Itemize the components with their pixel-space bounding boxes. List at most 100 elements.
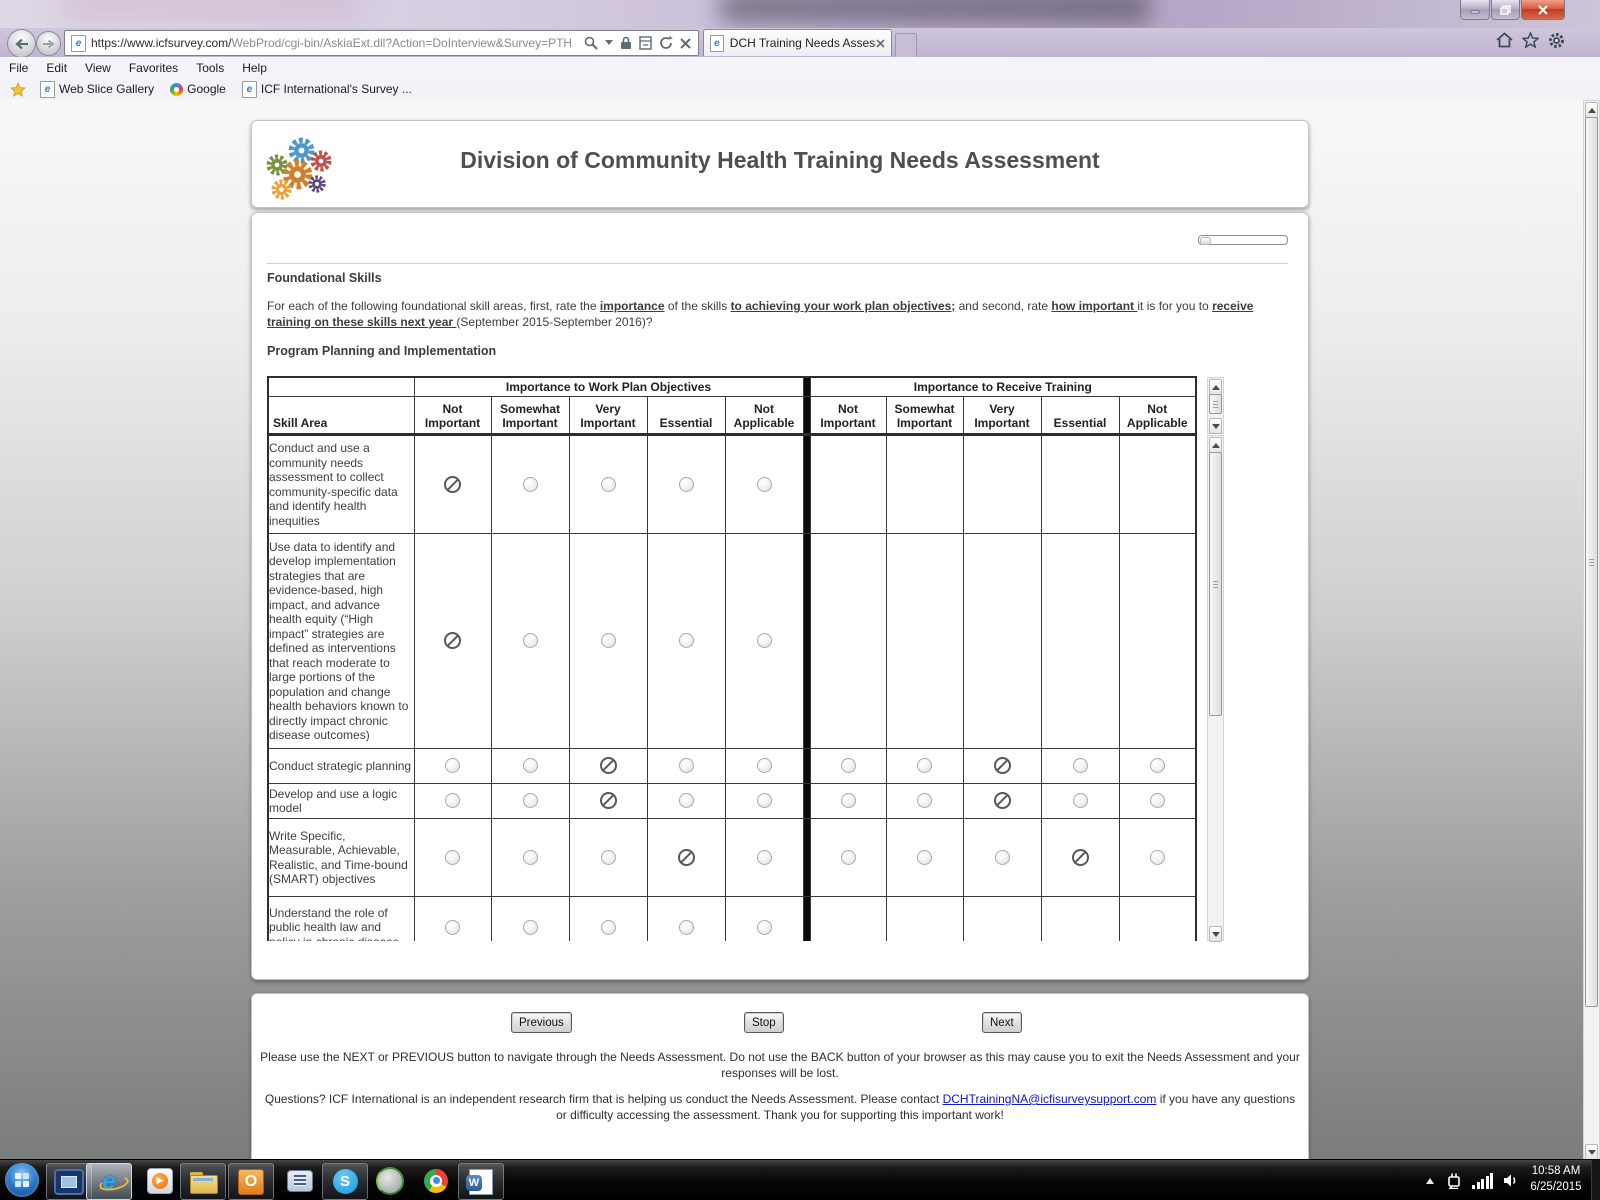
menu-item-view[interactable]: View [85, 60, 111, 75]
rating-cell[interactable] [413, 434, 492, 534]
taskbar-icon-internet-explorer[interactable]: e [86, 1163, 132, 1200]
rating-cell[interactable] [490, 818, 570, 897]
radio-unselected[interactable] [522, 849, 538, 865]
rating-cell[interactable] [413, 818, 492, 897]
radio-selected[interactable] [599, 757, 617, 775]
table-body-scrollbar[interactable] [1207, 435, 1224, 942]
radio-unselected[interactable] [445, 849, 460, 865]
favorites-item[interactable]: Google [164, 81, 232, 97]
rating-cell[interactable] [568, 533, 648, 749]
rating-cell[interactable] [568, 783, 648, 819]
taskbar-icon-software-center[interactable] [278, 1163, 322, 1198]
radio-unselected[interactable] [840, 849, 856, 865]
radio-unselected[interactable] [756, 633, 772, 649]
menu-item-file[interactable]: File [9, 60, 29, 75]
support-email-link[interactable]: DCHTrainingNA@icfisurveysupport.com [942, 1092, 1157, 1106]
radio-unselected[interactable] [522, 476, 538, 492]
show-desktop-button[interactable] [1591, 1160, 1600, 1200]
search-dropdown-icon[interactable] [605, 40, 613, 46]
radio-selected[interactable] [444, 632, 461, 650]
radio-unselected[interactable] [756, 758, 772, 774]
rating-cell[interactable] [568, 748, 648, 784]
radio-unselected[interactable] [840, 793, 856, 809]
radio-unselected[interactable] [600, 476, 616, 492]
rating-cell[interactable] [646, 818, 726, 897]
stop-icon[interactable] [680, 37, 691, 49]
taskbar-icon-outlook[interactable]: O [228, 1163, 274, 1200]
radio-unselected[interactable] [917, 793, 932, 809]
rating-cell[interactable] [885, 748, 964, 784]
radio-unselected[interactable] [678, 919, 694, 935]
rating-cell[interactable] [809, 818, 887, 897]
radio-unselected[interactable] [445, 793, 460, 809]
taskbar-icon-skype[interactable]: S [322, 1163, 368, 1200]
page-scrollbar[interactable] [1583, 100, 1600, 1160]
next-button[interactable]: Next [982, 1012, 1022, 1033]
rating-cell[interactable] [646, 896, 726, 941]
radio-selected[interactable] [1071, 848, 1089, 866]
radio-unselected[interactable] [756, 919, 772, 935]
hidden-icons-arrow-icon[interactable] [1424, 1177, 1436, 1185]
rating-cell[interactable] [962, 783, 1042, 819]
back-button[interactable] [7, 29, 36, 58]
radio-selected[interactable] [993, 757, 1011, 775]
radio-unselected[interactable] [678, 633, 694, 649]
taskbar-icon-word[interactable]: W [458, 1163, 504, 1200]
radio-selected[interactable] [677, 848, 695, 866]
rating-cell[interactable] [1118, 818, 1197, 897]
radio-unselected[interactable] [522, 758, 538, 774]
rating-cell[interactable] [724, 533, 804, 749]
rating-cell[interactable] [885, 818, 964, 897]
rating-cell[interactable] [490, 533, 570, 749]
url-text[interactable]: https://www.icfsurvey.com/WebProd/cgi-bi… [91, 36, 571, 50]
rating-cell[interactable] [646, 533, 726, 749]
radio-selected[interactable] [444, 475, 461, 493]
menu-item-edit[interactable]: Edit [46, 60, 68, 75]
radio-unselected[interactable] [994, 849, 1010, 865]
radio-unselected[interactable] [1149, 758, 1165, 774]
rating-cell[interactable] [962, 818, 1042, 897]
search-icon[interactable] [584, 36, 598, 50]
menu-item-favorites[interactable]: Favorites [128, 60, 179, 75]
home-icon[interactable] [1496, 32, 1513, 48]
tab-close-icon[interactable] [876, 38, 885, 48]
rating-cell[interactable] [1118, 783, 1197, 819]
rating-cell[interactable] [646, 748, 726, 784]
favorites-item[interactable]: e Web Slice Gallery [34, 80, 160, 99]
address-bar[interactable]: e https://www.icfsurvey.com/WebProd/cgi-… [64, 30, 699, 56]
rating-cell[interactable] [568, 896, 648, 941]
rating-cell[interactable] [724, 748, 804, 784]
radio-unselected[interactable] [840, 758, 856, 774]
rating-cell[interactable] [1040, 818, 1120, 897]
radio-unselected[interactable] [678, 758, 694, 774]
rating-cell[interactable] [646, 783, 726, 819]
power-plug-icon[interactable] [1446, 1172, 1462, 1189]
radio-unselected[interactable] [445, 919, 460, 935]
radio-selected[interactable] [993, 792, 1011, 810]
previous-button[interactable]: Previous [511, 1012, 572, 1033]
rating-cell[interactable] [809, 748, 887, 784]
radio-unselected[interactable] [1149, 849, 1165, 865]
browser-tab[interactable]: e DCH Training Needs Assess... [703, 29, 892, 56]
rating-cell[interactable] [568, 818, 648, 897]
taskbar-icon-presentation-app[interactable] [46, 1163, 92, 1200]
menu-item-help[interactable]: Help [242, 60, 267, 75]
compatibility-view-icon[interactable] [639, 36, 652, 50]
new-tab-stub[interactable] [895, 33, 917, 57]
radio-unselected[interactable] [1072, 758, 1088, 774]
start-button[interactable] [5, 1163, 39, 1197]
table-header-scrollbar[interactable] [1207, 377, 1224, 434]
rating-cell[interactable] [413, 748, 492, 784]
rating-cell[interactable] [413, 533, 492, 749]
radio-unselected[interactable] [917, 758, 932, 774]
rating-cell[interactable] [1118, 748, 1197, 784]
menu-item-tools[interactable]: Tools [196, 60, 225, 75]
favorites-star-icon[interactable] [1522, 32, 1539, 48]
taskbar-icon-chrome[interactable] [414, 1163, 458, 1198]
taskbar-icon-media-player[interactable]: ▶ [138, 1163, 182, 1198]
rating-cell[interactable] [809, 783, 887, 819]
radio-unselected[interactable] [600, 849, 616, 865]
rating-cell[interactable] [962, 748, 1042, 784]
radio-unselected[interactable] [678, 476, 694, 492]
rating-cell[interactable] [724, 896, 804, 941]
